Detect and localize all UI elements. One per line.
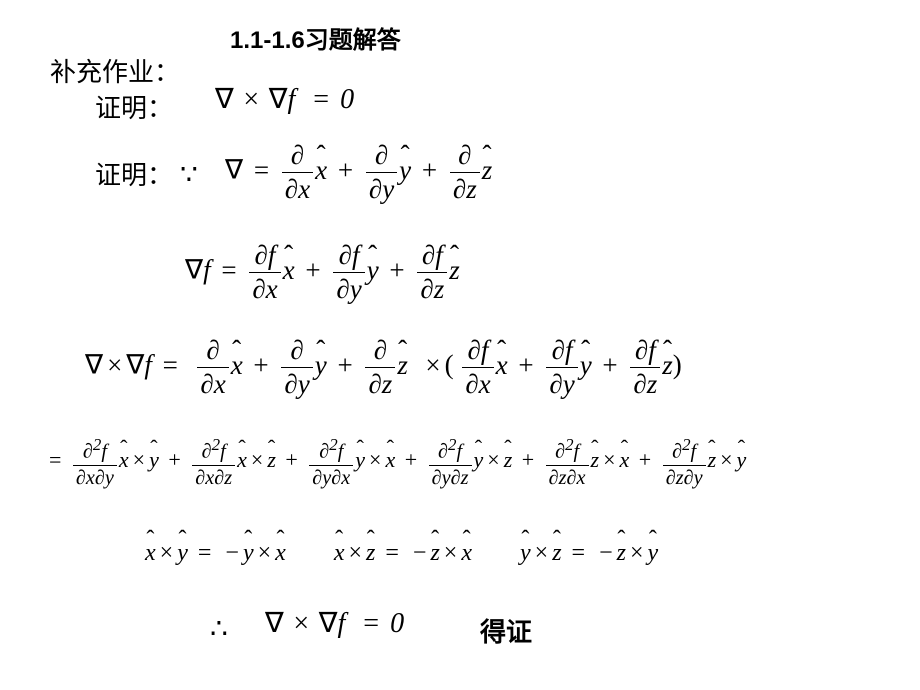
because-symbol: ∵ (180, 158, 204, 192)
equation-conclusion: ∇ × ∇f = 0 (265, 606, 404, 640)
equation-expansion: = ∂2f∂x∂yx×y + ∂2f∂x∂zx×z + ∂2f∂y∂xy×x +… (45, 435, 746, 490)
var-f: f (287, 84, 295, 115)
therefore-symbol: ∴ (210, 612, 234, 646)
nabla-symbol: ∇ (269, 84, 288, 115)
times-symbol: × (243, 84, 259, 115)
page-title: 1.1-1.6习题解答 (230, 20, 401, 55)
prove-statement-label: 证明： (95, 88, 173, 125)
proof-label: 证明： (95, 155, 173, 192)
equation-curl-grad: ∇×∇f = ∂∂xx + ∂∂yy + ∂∂zz ×( ∂f∂xx + ∂f∂… (85, 335, 682, 400)
equation-cross-identities: x×y = −y×x x×z = −z×x y×z = −z×y (145, 540, 658, 567)
equals-symbol: = (313, 84, 329, 115)
supplementary-label: 补充作业： (50, 52, 180, 89)
equation-grad-f: ∇f = ∂f∂xx + ∂f∂yy + ∂f∂zz (185, 240, 460, 305)
y-hat: y (399, 155, 411, 186)
x-hat: x (315, 155, 327, 186)
qed-label: 得证 (480, 612, 532, 649)
nabla-symbol: ∇ (215, 84, 234, 115)
equation-nabla-def: ∇ = ∂∂xx + ∂∂yy + ∂∂zz (225, 140, 492, 205)
equation-statement: ∇ × ∇f = 0 (215, 82, 354, 116)
z-hat: z (482, 155, 493, 186)
zero: 0 (340, 84, 354, 115)
